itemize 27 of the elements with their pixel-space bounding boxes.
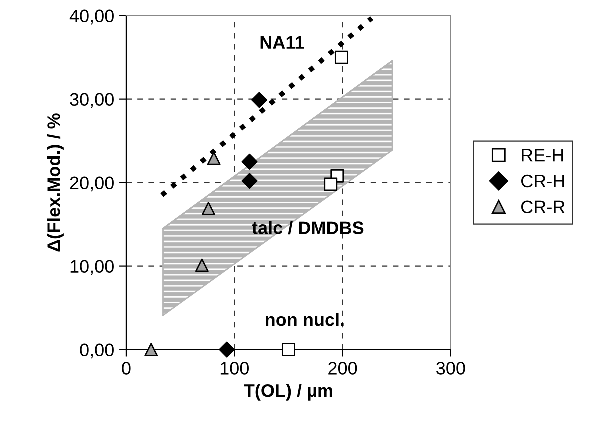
x-axis-title: T(OL) / µm: [244, 384, 332, 401]
y-tick-label: 40,00: [70, 10, 114, 25]
legend-label: CR-R: [522, 200, 565, 214]
x-tick-label: 200: [328, 362, 358, 375]
point: [195, 258, 209, 272]
y-tick-label: 20,00: [70, 176, 114, 192]
annotation: NA11: [260, 36, 304, 49]
y-tick-label: 30,00: [70, 93, 114, 108]
point: [242, 154, 258, 170]
point: [252, 92, 268, 108]
point: [324, 178, 338, 192]
x-tick-label: 0: [122, 362, 131, 375]
y-axis-title: Δ(Flex.Mod.) / %: [47, 114, 64, 252]
point: [219, 342, 236, 358]
point: [202, 202, 216, 216]
annotation: non nucl.: [266, 313, 344, 326]
x-tick-label: 100: [220, 362, 249, 375]
legend-label: CR-H: [522, 174, 564, 188]
legend-label: RE-H: [522, 149, 564, 162]
x-tick-label: 300: [436, 362, 466, 375]
point: [334, 50, 348, 64]
y-tick-label: 10,00: [70, 260, 114, 276]
point: [144, 343, 158, 357]
point: [207, 152, 221, 166]
y-tick-label: 0,00: [80, 344, 114, 359]
point: [242, 173, 258, 190]
annotation: talc / DMDBS: [252, 221, 364, 235]
